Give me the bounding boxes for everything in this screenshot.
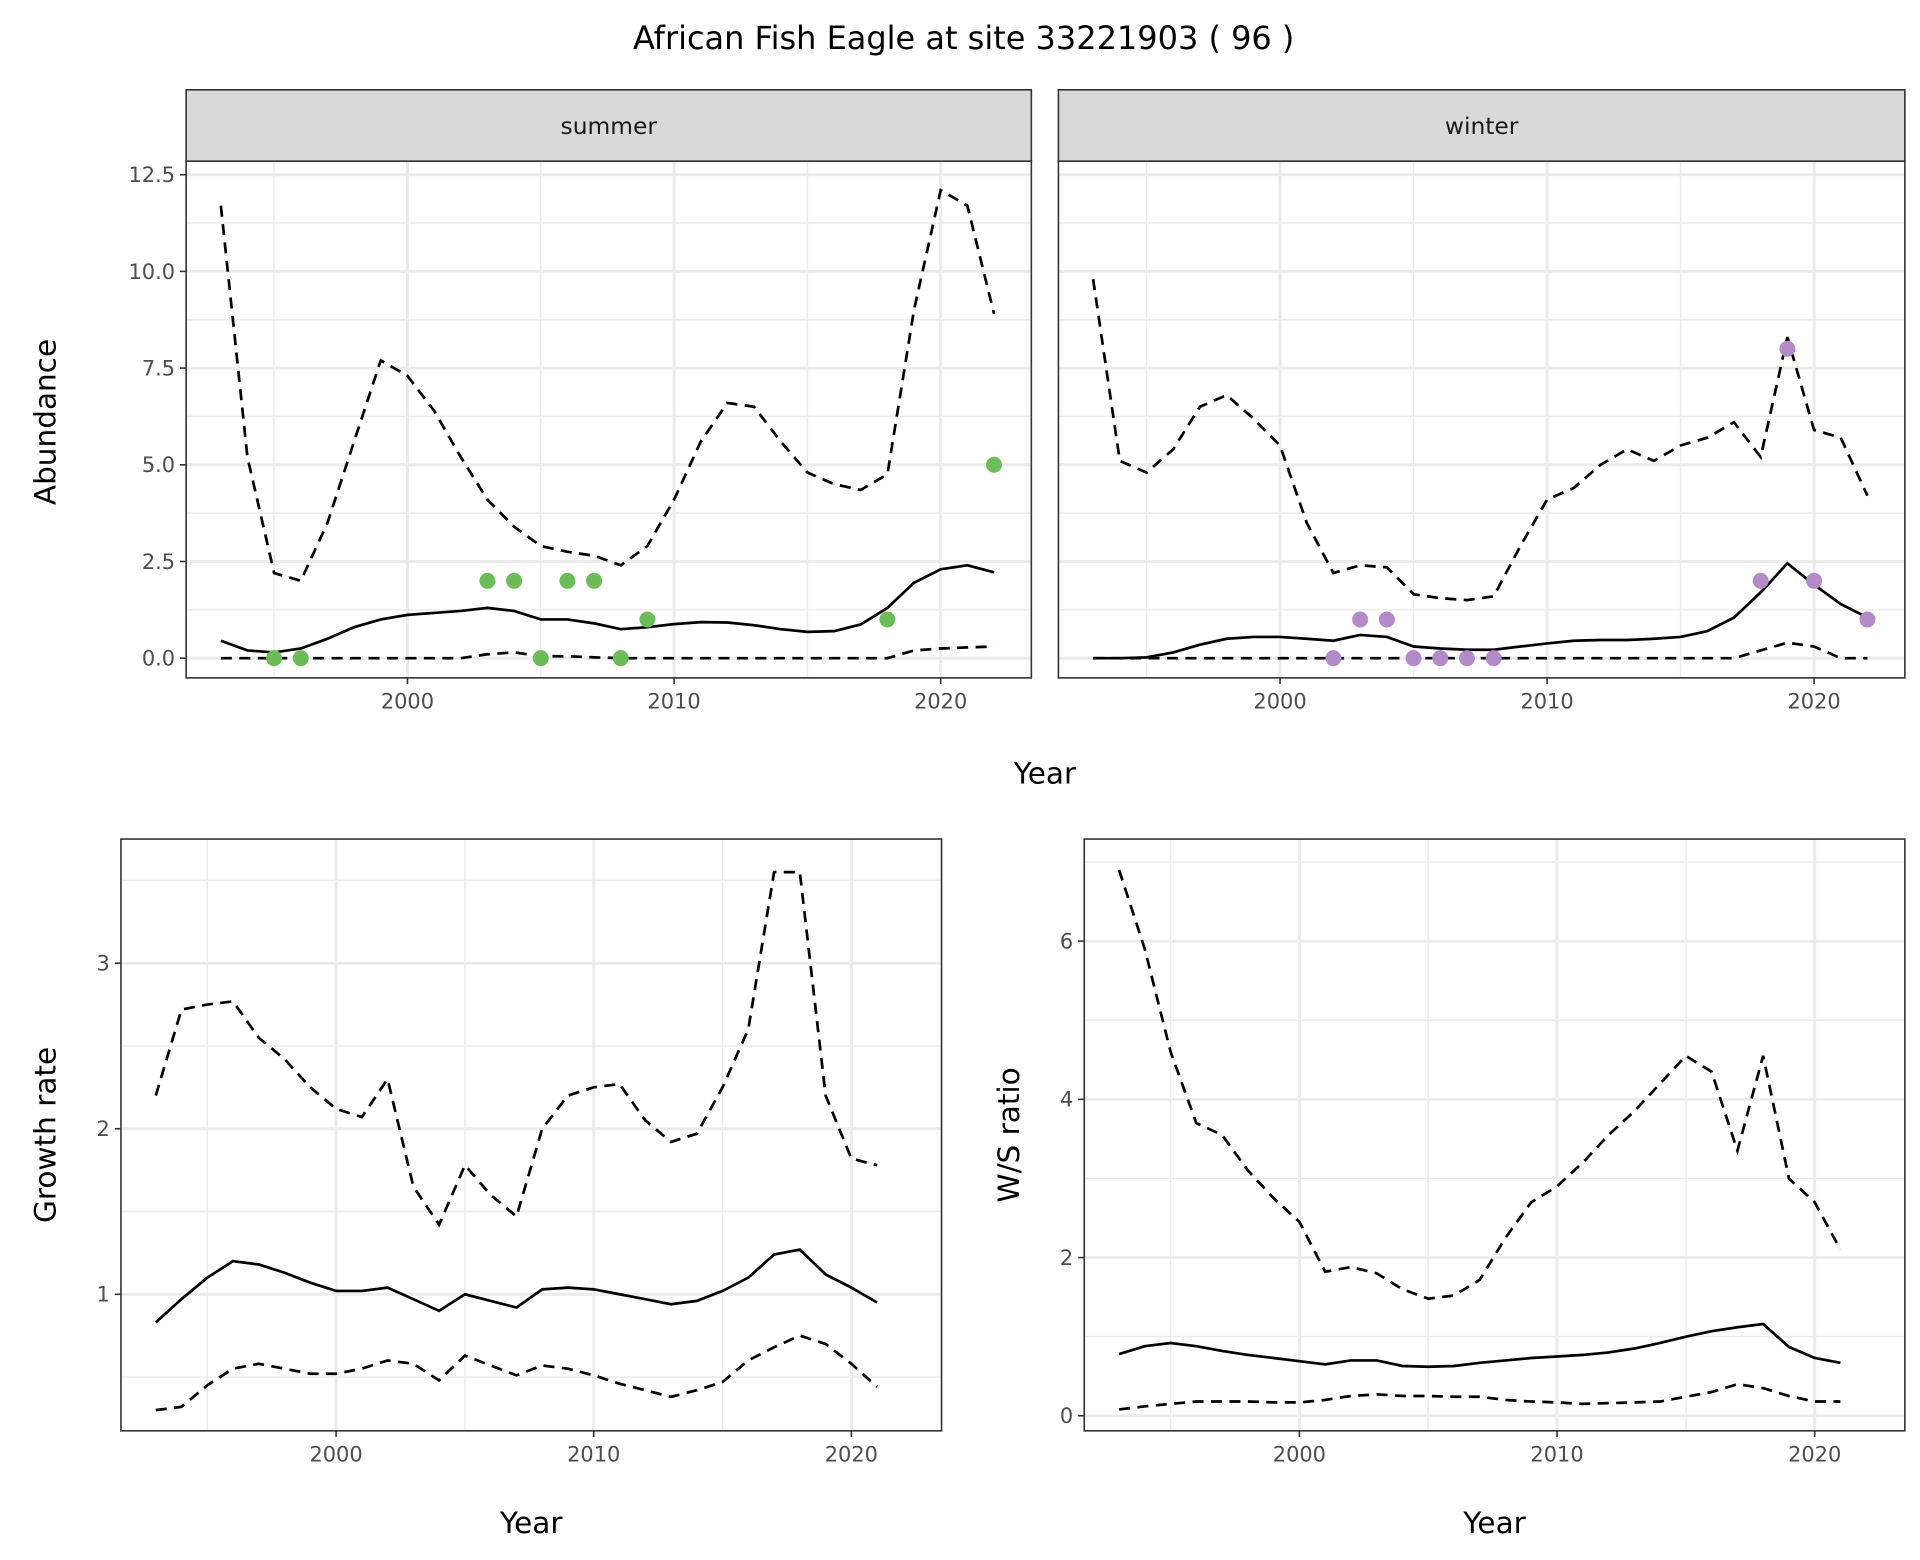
data-point <box>532 650 549 667</box>
series-line-mean <box>220 563 995 654</box>
x-tick-label: 2020 <box>914 690 967 714</box>
data-point <box>586 572 603 589</box>
data-point <box>1752 572 1769 589</box>
x-axis-title: Year <box>499 1506 563 1540</box>
x-tick-label: 2020 <box>1787 690 1840 714</box>
data-point <box>1859 611 1876 628</box>
y-tick-label: 3 <box>97 952 110 976</box>
data-point <box>1352 611 1369 628</box>
data-point <box>879 611 896 628</box>
facet-label: summer <box>561 112 658 140</box>
x-tick-label: 2010 <box>567 1443 620 1467</box>
plot-background <box>1084 839 1905 1431</box>
data-point <box>1779 340 1796 357</box>
data-point <box>1325 650 1342 667</box>
series-line-mean <box>1093 561 1869 660</box>
y-axis-title: Growth rate <box>29 1047 63 1223</box>
data-point <box>479 572 496 589</box>
x-tick-label: 2010 <box>1520 690 1573 714</box>
data-point <box>1458 650 1475 667</box>
data-point <box>1432 650 1449 667</box>
y-tick-label: 5.0 <box>142 453 175 477</box>
data-point <box>1378 611 1395 628</box>
data-point <box>986 456 1003 473</box>
y-tick-label: 7.5 <box>142 356 175 380</box>
data-point <box>639 611 656 628</box>
plot-background <box>120 839 942 1431</box>
x-tick-label: 2000 <box>1273 1443 1326 1467</box>
data-point <box>1806 572 1823 589</box>
plot-background <box>1058 161 1905 678</box>
figure-title: African Fish Eagle at site 33221903 ( 96… <box>633 19 1294 57</box>
top-x-axis-title: Year <box>1013 757 1077 791</box>
y-tick-label: 10.0 <box>129 260 176 284</box>
x-tick-label: 2010 <box>647 690 700 714</box>
y-tick-label: 6 <box>1060 929 1073 953</box>
y-tick-label: 0.0 <box>142 647 175 671</box>
panel-winter: winter 2000 2010 2020 <box>1057 89 1906 714</box>
x-tick-label: 2000 <box>1253 690 1306 714</box>
x-tick-label: 2020 <box>1788 1443 1841 1467</box>
y-axis-title: W/S ratio <box>992 1067 1026 1202</box>
y-tick-label: 12.5 <box>129 163 176 187</box>
facet-strip <box>1057 89 1906 162</box>
data-point <box>1485 650 1502 667</box>
data-point <box>266 650 283 667</box>
facet-strip <box>185 89 1033 162</box>
series-line-upper <box>1117 869 1842 1301</box>
data-point <box>1405 650 1422 667</box>
data-point <box>612 650 629 667</box>
series-line-upper <box>1091 278 1869 602</box>
y-tick-label: 2.5 <box>142 550 175 574</box>
y-tick-label: 0 <box>1060 1404 1073 1428</box>
series-line-upper <box>154 870 878 1228</box>
x-tick-label: 2000 <box>381 690 434 714</box>
series-line-lower <box>155 1334 878 1412</box>
panel-w-s-ratio: 2000 2010 2020 0 2 4 6 W/S ratio Year <box>992 838 1906 1540</box>
facet-label: winter <box>1445 112 1519 140</box>
panel-summer: summer 2000 2010 2020 0.0 2.5 5.0 7.5 10.0 12.5 Ab… <box>29 89 1033 714</box>
series-line-upper <box>219 188 996 583</box>
y-tick-label: 4 <box>1060 1088 1073 1112</box>
series-line-lower <box>1118 1382 1841 1411</box>
data-point <box>559 572 576 589</box>
x-tick-label: 2000 <box>309 1443 362 1467</box>
y-axis-title: Abundance <box>29 339 63 505</box>
series-line-mean <box>1118 1322 1841 1369</box>
x-axis-title: Year <box>1462 1506 1526 1540</box>
data-point <box>292 650 309 667</box>
plot-background <box>186 161 1032 678</box>
x-tick-label: 2010 <box>1530 1443 1583 1467</box>
y-tick-label: 2 <box>1060 1246 1073 1270</box>
panel-growth-rate: 2000 2010 2020 1 2 3 Growth rate Year <box>29 838 943 1540</box>
x-tick-label: 2020 <box>825 1443 878 1467</box>
panel-border <box>1083 838 1906 1432</box>
panel-border <box>120 838 943 1432</box>
y-tick-label: 2 <box>97 1117 110 1141</box>
y-tick-label: 1 <box>97 1283 110 1307</box>
series-line-mean <box>154 1248 878 1324</box>
data-point <box>506 572 523 589</box>
